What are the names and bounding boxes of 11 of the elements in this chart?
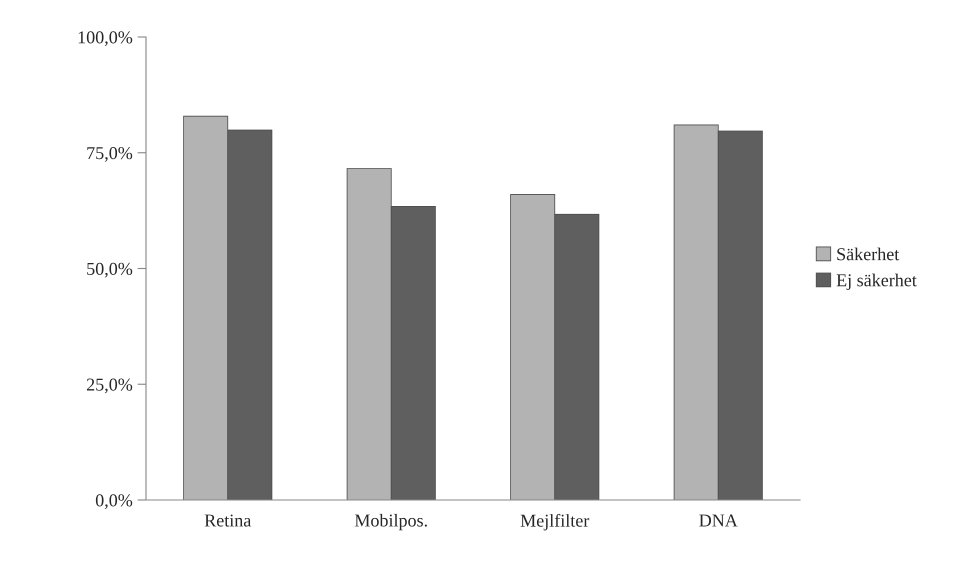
y-tick-label: 100,0%	[78, 31, 132, 46]
y-tick-label: 0,0%	[96, 494, 132, 510]
y-tick-label: 75,0%	[87, 147, 132, 162]
x-tick-label: Mejlfilter	[520, 514, 590, 530]
y-tick-label: 25,0%	[86, 378, 132, 394]
legend-label: Säkerhet	[837, 248, 900, 260]
x-tick-label: DNA	[699, 514, 738, 526]
x-tick-label: Retina	[204, 514, 252, 527]
legend-label: Ej säkerhet	[836, 274, 917, 290]
x-tick-label: Mobilpos.	[354, 514, 427, 530]
y-tick-label: 50,0%	[87, 262, 132, 278]
